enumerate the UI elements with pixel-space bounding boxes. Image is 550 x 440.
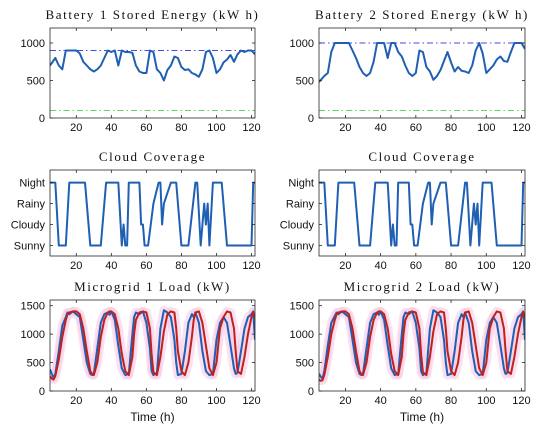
axes-frame (318, 169, 526, 257)
chart-load2: Microgrid 2 Load (kW) 20 40 60 80 100 120 0 500 1… (290, 279, 531, 424)
y-tick-label: 500 (27, 358, 45, 370)
x-axis-label: Time (h) (130, 410, 174, 424)
chart-title: Microgrid 2 Load (kW) (344, 279, 501, 294)
x-tick-label: 40 (374, 395, 386, 407)
y-tick-label: Night (288, 178, 314, 190)
plot-area (319, 42, 525, 111)
x-tick-label: 100 (207, 260, 225, 272)
series-line-1 (319, 310, 525, 382)
x-tick-label: 80 (445, 122, 457, 134)
y-tick-label: 1000 (290, 329, 314, 341)
x-tick-label: 40 (374, 122, 386, 134)
x-tick-label: 100 (477, 122, 495, 134)
y-tick-label: 1500 (290, 301, 314, 313)
series-line-0 (50, 49, 255, 82)
x-tick-label: 40 (105, 260, 117, 272)
x-tick-label: 60 (140, 395, 152, 407)
x-tick-label: 40 (374, 260, 386, 272)
chart-title: Microgrid 1 Load (kW) (74, 279, 231, 294)
x-tick-label: 120 (242, 260, 260, 272)
x-axis-label: Time (h) (400, 410, 444, 424)
y-tick-label: 1000 (21, 38, 45, 50)
y-tick-label: 500 (296, 358, 314, 370)
chart-title: Battery 1 Stored Energy (kW h) (46, 7, 260, 22)
series-line-0 (50, 181, 255, 247)
series-line-0 (319, 42, 525, 83)
chart-battery1: Battery 1 Stored Energy (kW h) 20 40 60 80 10… (21, 7, 261, 134)
x-tick-label: 100 (477, 260, 495, 272)
x-tick-label: 60 (410, 260, 422, 272)
axes-frame (49, 299, 256, 392)
chart-title: Battery 2 Stored Energy (kW h) (315, 7, 529, 22)
x-tick-label: 60 (410, 122, 422, 134)
chart-load1: Microgrid 1 Load (kW) 20 40 60 80 100 120 0 500 1… (21, 279, 261, 424)
plot-area (50, 181, 255, 247)
y-tick-label: Sunny (14, 241, 46, 253)
axes-frame (49, 27, 256, 119)
x-tick-label: 80 (445, 260, 457, 272)
y-tick-label: Cloudy (11, 220, 46, 232)
axes-frame (49, 169, 256, 257)
chart-battery2: Battery 2 Stored Energy (kW h) 20 40 60 80 10… (290, 7, 531, 134)
x-tick-label: 100 (477, 395, 495, 407)
x-tick-label: 100 (207, 395, 225, 407)
axes-frame (318, 27, 526, 119)
x-tick-label: 80 (175, 395, 187, 407)
x-tick-label: 40 (105, 122, 117, 134)
y-tick-label: 1500 (21, 301, 45, 313)
y-tick-label: Cloudy (280, 220, 315, 232)
series-line-0 (319, 181, 525, 247)
y-tick-label: 1000 (290, 38, 314, 50)
x-tick-label: 60 (140, 260, 152, 272)
chart-title: Cloud Coverage (99, 149, 206, 164)
y-tick-label: Rainy (17, 199, 46, 211)
series-line-1 (50, 310, 255, 381)
plot-area (319, 305, 525, 386)
plot-area (50, 305, 255, 385)
x-tick-label: 80 (445, 395, 457, 407)
x-tick-label: 80 (175, 260, 187, 272)
x-tick-label: 120 (512, 395, 530, 407)
x-tick-label: 20 (70, 260, 82, 272)
x-tick-label: 20 (339, 122, 351, 134)
chart-title: Cloud Coverage (368, 149, 475, 164)
chart-cloud1: Cloud Coverage 20 40 60 80 100 120 Sunny Cloudy R… (11, 149, 261, 272)
plot-area (50, 49, 255, 111)
x-tick-label: 60 (410, 395, 422, 407)
x-tick-label: 120 (242, 395, 260, 407)
y-tick-label: 500 (27, 76, 45, 88)
x-tick-label: 80 (175, 122, 187, 134)
x-tick-label: 120 (512, 122, 530, 134)
x-tick-label: 120 (512, 260, 530, 272)
y-tick-label: 0 (39, 386, 45, 398)
y-tick-label: Night (19, 178, 45, 190)
y-tick-label: 0 (39, 113, 45, 125)
x-tick-label: 40 (105, 395, 117, 407)
x-tick-label: 20 (339, 395, 351, 407)
x-tick-label: 120 (242, 122, 260, 134)
plot-area (319, 181, 525, 247)
y-tick-label: Rainy (286, 199, 315, 211)
x-tick-label: 20 (70, 395, 82, 407)
x-tick-label: 100 (207, 122, 225, 134)
x-tick-label: 60 (140, 122, 152, 134)
y-tick-label: Sunny (283, 241, 315, 253)
x-tick-label: 20 (339, 260, 351, 272)
series-line-0 (319, 309, 525, 380)
chart-cloud2: Cloud Coverage 20 40 60 80 100 120 Sunny Cloudy R… (280, 149, 531, 272)
x-tick-label: 20 (70, 122, 82, 134)
y-tick-label: 0 (308, 113, 314, 125)
y-tick-label: 1000 (21, 329, 45, 341)
axes-frame (318, 299, 526, 392)
y-tick-label: 0 (308, 386, 314, 398)
series-line-0 (50, 309, 255, 379)
y-tick-label: 500 (296, 76, 314, 88)
